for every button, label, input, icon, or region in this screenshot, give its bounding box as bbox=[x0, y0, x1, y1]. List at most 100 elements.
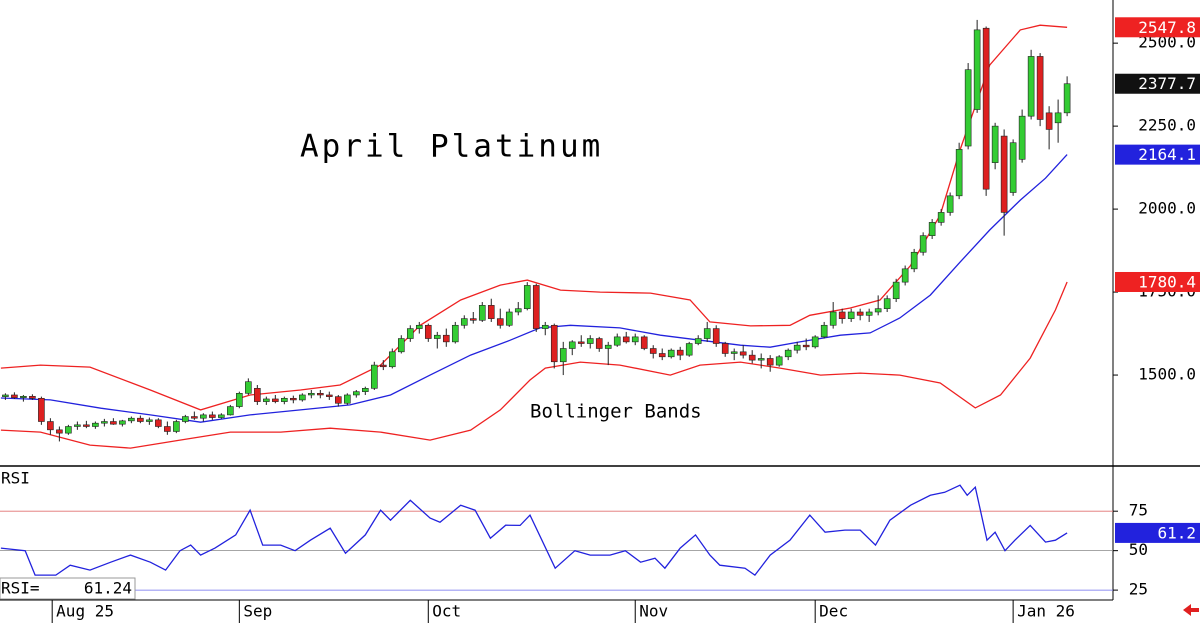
candle-body bbox=[865, 311, 873, 316]
candle-body bbox=[928, 222, 936, 236]
candle-body bbox=[155, 419, 162, 427]
candle-body bbox=[47, 421, 54, 431]
candle-body bbox=[20, 395, 27, 398]
candle-body bbox=[218, 414, 225, 418]
candle-body bbox=[1036, 56, 1044, 120]
candle-body bbox=[892, 281, 900, 300]
candle-body bbox=[478, 305, 486, 321]
candle-body bbox=[137, 417, 144, 422]
value-box bbox=[1115, 522, 1200, 543]
candle-body bbox=[164, 426, 171, 432]
candle-body bbox=[658, 353, 666, 358]
candle-body bbox=[568, 341, 576, 349]
line bbox=[0, 154, 1068, 423]
candle-body bbox=[973, 29, 981, 110]
candle-body bbox=[29, 395, 36, 399]
x-tick-label: Oct bbox=[432, 602, 461, 621]
candle-body bbox=[775, 356, 783, 366]
candle-body bbox=[946, 195, 954, 213]
candle-body bbox=[415, 324, 423, 329]
candle-body bbox=[883, 298, 891, 309]
candle-body bbox=[694, 338, 702, 344]
candle-body bbox=[820, 324, 828, 338]
candle-body bbox=[748, 354, 756, 361]
y-tick-label: 1500.0 bbox=[1138, 365, 1196, 384]
candle-body bbox=[191, 416, 198, 419]
candle-body bbox=[74, 424, 81, 427]
candle-body bbox=[388, 351, 396, 368]
candle-body bbox=[784, 349, 792, 358]
candle-body bbox=[910, 251, 918, 270]
candle-body bbox=[335, 396, 342, 404]
y-tick-label: 50 bbox=[1129, 540, 1148, 559]
value-box bbox=[1115, 271, 1200, 292]
candle-body bbox=[263, 398, 270, 402]
line bbox=[0, 484, 1068, 576]
candle-body bbox=[712, 328, 720, 344]
candle-body bbox=[65, 426, 72, 434]
value-box-label: 2164.1 bbox=[1138, 145, 1196, 164]
candle-body bbox=[577, 341, 585, 344]
candle-body bbox=[272, 398, 279, 402]
candle-body bbox=[254, 388, 261, 402]
value-box bbox=[1115, 144, 1200, 165]
candle-body bbox=[353, 391, 360, 396]
candle-body bbox=[442, 334, 450, 343]
candle-body bbox=[919, 235, 927, 253]
candle-body bbox=[469, 318, 477, 321]
candle-body bbox=[406, 328, 414, 339]
candle-body bbox=[559, 348, 567, 363]
candle-body bbox=[982, 27, 990, 190]
candle-body bbox=[793, 344, 801, 351]
candle-body bbox=[703, 328, 711, 339]
candle-body bbox=[1027, 56, 1035, 117]
readout-value: 61.24 bbox=[84, 579, 132, 598]
candle-body bbox=[757, 358, 765, 361]
scroll-arrow[interactable] bbox=[1183, 604, 1199, 616]
candle-body bbox=[856, 311, 864, 316]
candle-body bbox=[739, 351, 747, 356]
candle-body bbox=[901, 268, 909, 283]
candle-body bbox=[613, 336, 621, 346]
candle-body bbox=[991, 125, 999, 163]
candle-body bbox=[640, 336, 648, 349]
x-tick-label: Sep bbox=[243, 602, 272, 621]
line bbox=[0, 281, 1068, 449]
candle-body bbox=[119, 420, 126, 425]
candle-body bbox=[460, 318, 468, 326]
candle-body bbox=[326, 394, 333, 397]
y-tick-label: 2500.0 bbox=[1138, 33, 1196, 52]
y-tick-label: 2000.0 bbox=[1138, 199, 1196, 218]
value-box-label: 1780.4 bbox=[1138, 272, 1196, 291]
candle-body bbox=[541, 324, 549, 329]
candle-body bbox=[344, 394, 351, 404]
candle-body bbox=[766, 358, 774, 366]
candle-body bbox=[433, 334, 441, 339]
candle-body bbox=[955, 149, 963, 197]
candle-body bbox=[622, 336, 630, 343]
candle-body bbox=[1018, 115, 1026, 160]
panel-label: RSI bbox=[1, 469, 30, 488]
x-tick-label: Jan 26 bbox=[1017, 602, 1075, 621]
candle-body bbox=[1000, 135, 1008, 213]
candle-body bbox=[370, 364, 378, 389]
candle-body bbox=[550, 324, 558, 363]
candle-body bbox=[200, 414, 207, 419]
candle-body bbox=[424, 324, 432, 339]
candle-body bbox=[685, 343, 693, 356]
candle-body bbox=[236, 393, 243, 407]
candle-body bbox=[11, 394, 18, 398]
candle-body bbox=[802, 344, 810, 348]
candle-body bbox=[532, 285, 540, 329]
candle-body bbox=[308, 393, 315, 396]
candle-body bbox=[1009, 142, 1017, 193]
candle-body bbox=[847, 311, 855, 319]
candle-body bbox=[290, 397, 297, 401]
candle-body bbox=[1054, 112, 1062, 124]
candle-body bbox=[586, 338, 594, 344]
y-tick-label: 75 bbox=[1129, 501, 1148, 520]
candle-body bbox=[721, 343, 729, 354]
readout-box bbox=[0, 577, 136, 600]
candle-body bbox=[676, 349, 684, 356]
candle-body bbox=[496, 318, 504, 326]
